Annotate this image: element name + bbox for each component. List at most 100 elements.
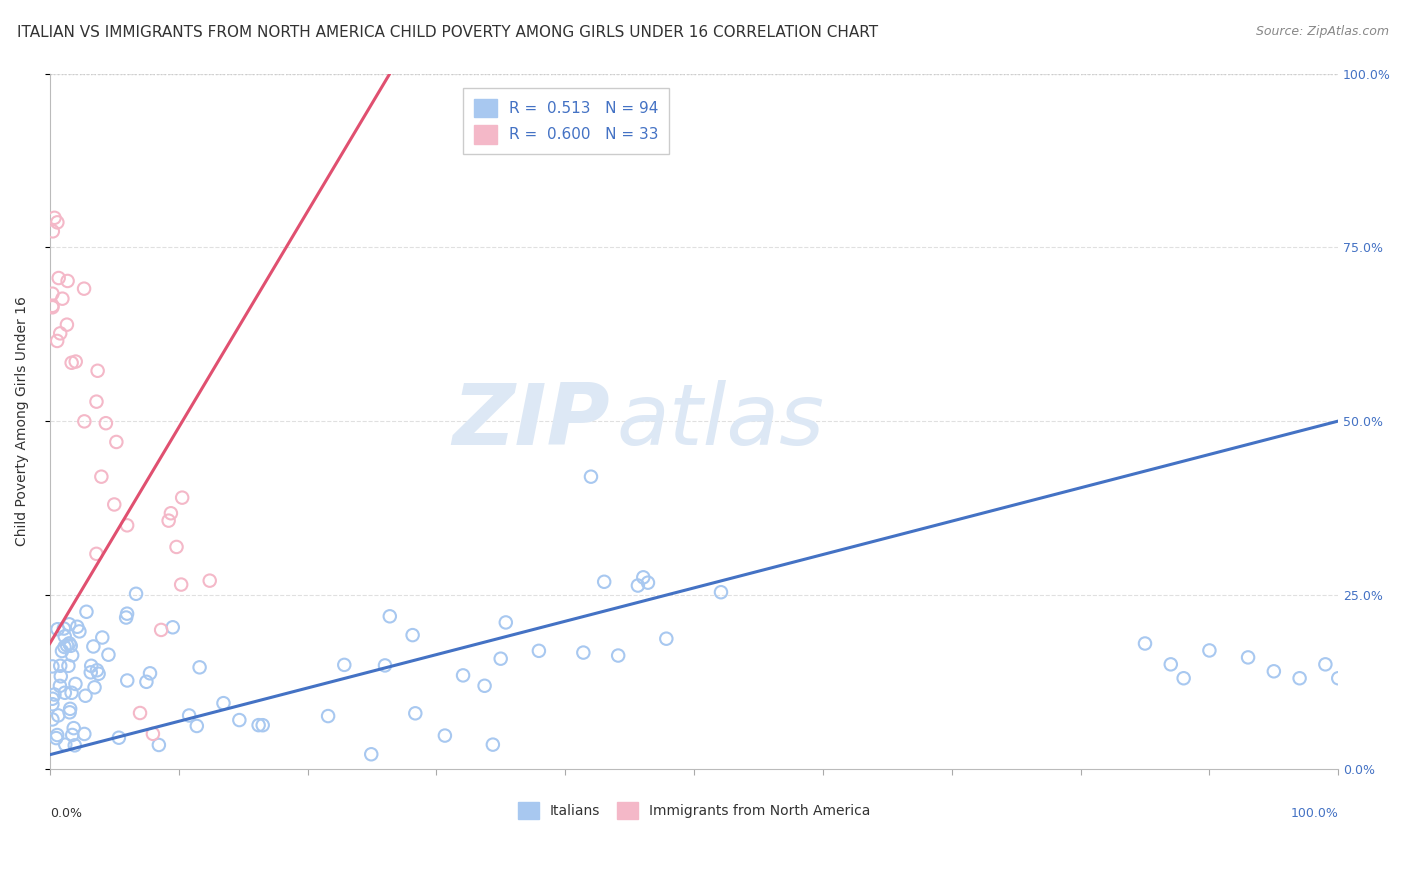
Point [59, 706, 82, 720]
Point [42, 224, 65, 238]
Point [97, 648, 120, 662]
Point [633, 570, 655, 584]
Point [125, 587, 148, 601]
Point [333, 657, 356, 672]
Point [593, 574, 616, 589]
Point [404, 706, 426, 721]
Point [170, 577, 193, 591]
Point [1133, 636, 1156, 650]
Point [41, 301, 63, 315]
Point [75, 689, 97, 703]
Point [1237, 650, 1260, 665]
Point [67, 624, 90, 639]
Point [378, 609, 401, 624]
Point [188, 660, 211, 674]
Point [80, 658, 103, 673]
Point [73, 414, 96, 428]
Point [115, 610, 138, 624]
Point [52, 622, 75, 636]
Point [1173, 671, 1195, 685]
Point [59, 702, 82, 716]
Point [65, 677, 87, 691]
Point [59, 639, 82, 653]
Point [48, 271, 70, 285]
Point [58, 658, 80, 673]
Point [41, 286, 63, 301]
Point [46, 215, 69, 229]
Point [160, 506, 183, 520]
Point [44, 688, 66, 702]
Point [374, 658, 396, 673]
Point [482, 738, 505, 752]
Point [166, 540, 188, 554]
Point [90, 469, 112, 483]
Point [46, 334, 69, 348]
Text: 100.0%: 100.0% [1291, 807, 1339, 820]
Point [1198, 643, 1220, 657]
Point [86, 547, 108, 561]
Point [49, 669, 72, 683]
Point [1160, 657, 1182, 672]
Point [105, 434, 128, 449]
Point [527, 644, 550, 658]
Point [115, 518, 138, 533]
Point [172, 491, 194, 505]
Point [41, 659, 63, 673]
Point [212, 696, 235, 710]
Point [87, 666, 110, 681]
Point [157, 514, 180, 528]
Point [135, 674, 157, 689]
Point [41, 691, 63, 706]
Point [1327, 671, 1350, 685]
Point [46, 728, 69, 742]
Point [108, 731, 131, 745]
Text: atlas: atlas [617, 380, 825, 463]
Point [46, 708, 69, 723]
Point [58, 617, 80, 632]
Point [401, 628, 423, 642]
Point [627, 578, 650, 592]
Point [53, 629, 76, 643]
Point [252, 718, 274, 732]
Point [316, 709, 339, 723]
Point [63, 739, 86, 753]
Text: 0.0%: 0.0% [49, 807, 82, 820]
Point [65, 354, 87, 368]
Point [60, 686, 83, 700]
Point [186, 719, 208, 733]
Point [495, 615, 517, 630]
Point [115, 607, 138, 621]
Point [150, 623, 173, 637]
Point [86, 663, 108, 677]
Point [1288, 671, 1310, 685]
Point [148, 738, 170, 752]
Point [73, 282, 96, 296]
Point [53, 738, 76, 752]
Point [49, 679, 72, 693]
Point [637, 575, 659, 590]
Point [179, 708, 201, 723]
Point [198, 574, 221, 588]
Point [82, 640, 104, 654]
Point [91, 631, 114, 645]
Point [41, 299, 63, 313]
Legend: Italians, Immigrants from North America: Italians, Immigrants from North America [512, 797, 876, 824]
Point [75, 605, 97, 619]
Point [360, 747, 382, 762]
Point [247, 718, 270, 732]
Y-axis label: Child Poverty Among Girls Under 16: Child Poverty Among Girls Under 16 [15, 296, 30, 546]
Point [49, 658, 72, 673]
Point [51, 644, 73, 658]
Point [56, 318, 79, 332]
Point [451, 668, 474, 682]
Point [94, 416, 117, 430]
Point [1263, 665, 1285, 679]
Point [41, 697, 63, 711]
Point [53, 686, 76, 700]
Point [489, 651, 512, 665]
Point [139, 666, 162, 681]
Point [56, 274, 79, 288]
Point [60, 648, 83, 663]
Point [474, 679, 496, 693]
Point [80, 665, 103, 680]
